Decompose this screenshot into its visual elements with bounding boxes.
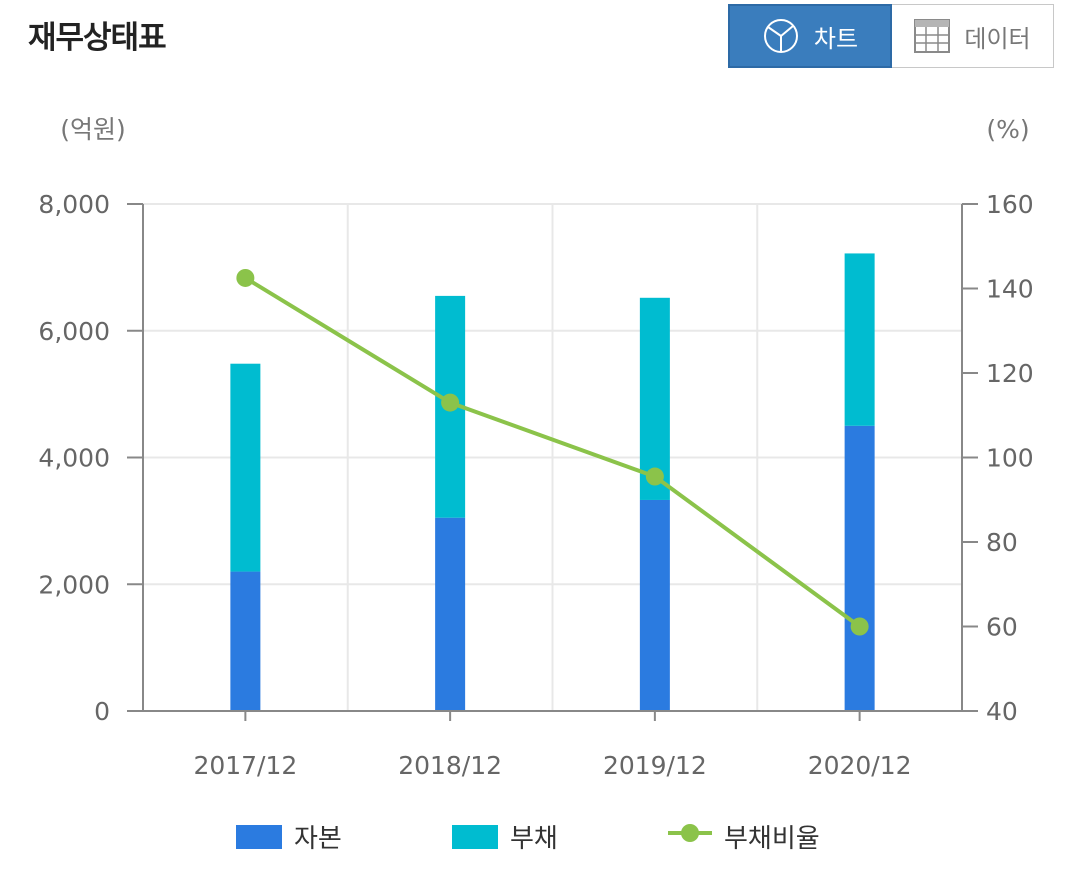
y-left-unit-label: (억원) — [60, 115, 126, 144]
legend-label-ratio: 부채비율 — [724, 824, 820, 854]
bar-liabilities — [844, 253, 875, 426]
axes: 0 2,000 4,000 6,000 8,000 40 60 80 100 120 140 160 2… — [38, 190, 1033, 780]
grid — [143, 203, 962, 711]
ratio-point — [441, 393, 460, 412]
y-right-tick-label: 60 — [986, 613, 1018, 642]
ratio-line — [244, 276, 861, 629]
legend-line-marker-icon — [668, 821, 712, 852]
x-tick-label: 2019/12 — [603, 751, 707, 780]
y-right-tick-label: 120 — [986, 359, 1034, 388]
legend-swatch-liabilities — [452, 824, 498, 849]
view-toggle: 차트 데이터 — [728, 4, 1054, 68]
pie-chart-icon — [762, 17, 800, 55]
y-left-tick-label: 2,000 — [38, 570, 110, 599]
chart-area: (억원) (%) 0 2,000 4,000 6,000 8,000 40 60 80 100 1… — [38, 115, 1033, 780]
x-tick-label: 2018/12 — [398, 751, 502, 780]
y-right-tick-label: 40 — [986, 697, 1018, 726]
legend-label-equity: 자본 — [294, 824, 342, 854]
y-left-tick-label: 8,000 — [38, 190, 110, 219]
y-right-unit-label: (%) — [986, 115, 1029, 144]
bars — [230, 253, 875, 711]
ratio-point — [236, 268, 255, 287]
data-view-label: 데이터 — [964, 24, 1031, 53]
y-right-tick-label: 140 — [986, 275, 1034, 304]
x-tick-label: 2020/12 — [808, 751, 912, 780]
bar-liabilities — [230, 363, 261, 572]
x-tick-label: 2017/12 — [193, 751, 297, 780]
table-grid-icon — [914, 19, 951, 53]
y-left-tick-label: 6,000 — [38, 317, 110, 346]
page-title: 재무상태표 — [28, 20, 167, 56]
legend-label-liabilities: 부채 — [510, 824, 558, 854]
bar-liabilities — [639, 297, 670, 500]
y-left-tick-label: 0 — [94, 697, 110, 726]
bar-equity — [639, 499, 670, 711]
y-right-tick-label: 160 — [986, 190, 1034, 219]
y-right-tick-label: 80 — [986, 528, 1018, 557]
ratio-line-series — [236, 268, 869, 636]
bar-equity — [230, 571, 261, 711]
legend: 자본 부채 부채비율 — [0, 818, 1080, 858]
bar-equity — [844, 425, 875, 711]
y-right-tick-label: 100 — [986, 444, 1034, 473]
legend-item-ratio[interactable]: 부채비율 — [668, 818, 820, 855]
data-view-button[interactable]: 데이터 — [892, 5, 1053, 67]
legend-item-liabilities[interactable]: 부채 — [452, 818, 558, 855]
chart-view-button[interactable]: 차트 — [728, 4, 892, 68]
ratio-point — [850, 617, 869, 636]
ratio-point — [645, 467, 664, 486]
bar-equity — [435, 517, 466, 711]
y-left-tick-label: 4,000 — [38, 444, 110, 473]
chart-view-label: 차트 — [813, 24, 859, 53]
legend-item-equity[interactable]: 자본 — [236, 818, 342, 855]
legend-swatch-equity — [236, 824, 282, 849]
